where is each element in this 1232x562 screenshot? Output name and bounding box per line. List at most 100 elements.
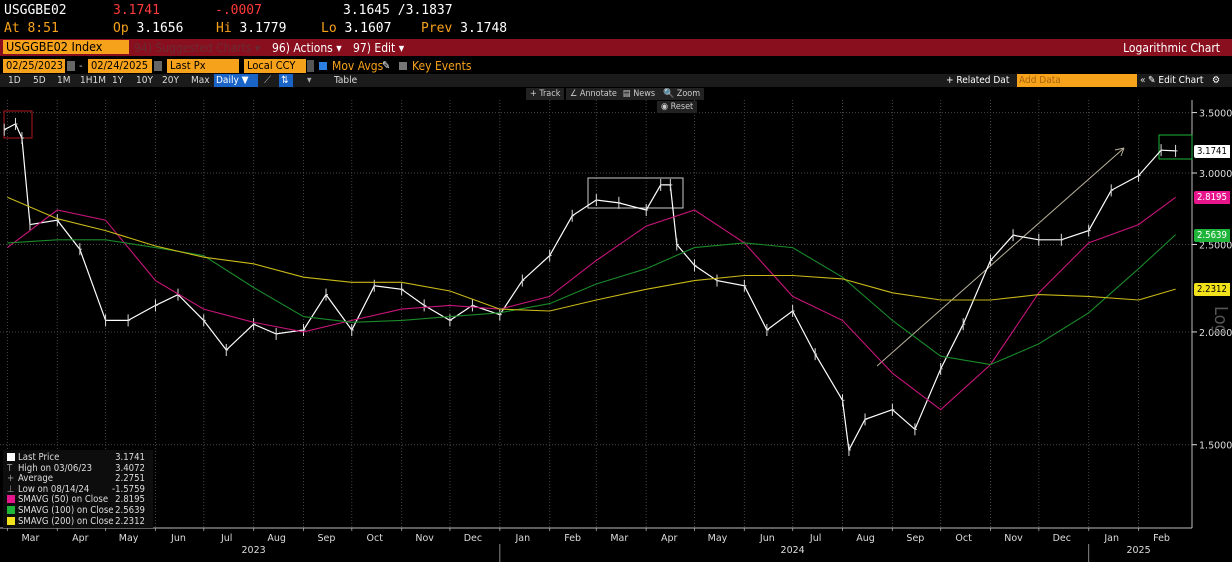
legend-value: 3.1741 (115, 452, 145, 463)
legend-label: Last Price (18, 452, 60, 463)
series-line-last-price (3, 123, 1176, 452)
last-value-tag: 2.2312 (1194, 283, 1230, 297)
x-tick-label: Dec (464, 533, 482, 544)
calendar-icon[interactable] (154, 61, 162, 71)
reset-button[interactable]: ◉ Reset (657, 101, 698, 113)
series-line-smavg-200 (7, 196, 1176, 312)
open-value: 3.1656 (136, 21, 184, 36)
key-events-checkbox[interactable] (399, 62, 407, 70)
legend-marker: T (7, 462, 13, 474)
prev-label: Prev (421, 21, 453, 36)
collapse-icon[interactable]: « (1140, 75, 1146, 86)
legend: Last Price 3.1741 T High on 03/06/23 3.4072… (3, 450, 153, 528)
menu-bar (0, 39, 1232, 56)
price-change: -.0007 (215, 3, 262, 18)
pencil-icon[interactable]: ✎ (382, 59, 391, 72)
currency-select[interactable]: Local CCY (244, 59, 306, 73)
x-tick-label: Jun (759, 533, 775, 544)
start-date-input[interactable]: 02/25/2023 (3, 59, 65, 73)
period-1m[interactable]: 1M (57, 75, 71, 86)
quote-time: At 8:51 (4, 21, 59, 36)
zoom-tool[interactable]: 🔍 Zoom (659, 88, 705, 100)
end-date-input[interactable]: 02/24/2025 (88, 59, 152, 73)
legend-marker (7, 453, 15, 461)
annotate-tool[interactable]: ∠ Annotate (566, 88, 621, 100)
calendar-icon[interactable] (67, 61, 75, 71)
legend-value: 2.2751 (115, 473, 145, 485)
legend-value: 2.5639 (115, 505, 145, 516)
frequency-select[interactable]: Daily ▼ (214, 74, 258, 87)
edit-chart-button[interactable]: ✎ Edit Chart (1148, 75, 1204, 86)
year-label: 2024 (781, 545, 805, 556)
suggested-charts-menu[interactable]: 94) Suggested Charts ▾ (134, 41, 261, 55)
y-tick-label: 2.5000 (1199, 240, 1232, 251)
legend-label: Average (18, 473, 54, 485)
table-button[interactable]: Table (334, 75, 358, 86)
legend-item: SMAVG (200) on Close 2.2312 (7, 515, 149, 527)
high-label: Hi (216, 21, 232, 36)
chart-style-dropdown[interactable]: ▾ (307, 75, 312, 86)
legend-item: T High on 03/06/23 3.4072 (7, 462, 149, 474)
add-data-input[interactable]: Add Data (1017, 74, 1137, 87)
legend-item: SMAVG (50) on Close 2.8195 (7, 495, 149, 505)
ticker: USGGBE02 (4, 3, 67, 18)
last-value-tag: 2.5639 (1194, 228, 1230, 242)
x-tick-label: May (708, 533, 728, 544)
key-events-label[interactable]: Key Events (412, 59, 472, 73)
low-label: Lo (321, 21, 337, 36)
x-tick-label: Jan (514, 533, 530, 544)
x-tick-label: Apr (661, 533, 678, 544)
period-20y[interactable]: 20Y (162, 75, 179, 86)
x-tick-label: Jul (809, 533, 821, 544)
legend-value: -1.5759 (112, 483, 145, 495)
legend-value: 2.8195 (115, 494, 145, 506)
low-price: Lo 3.1607 (321, 21, 391, 36)
news-tool[interactable]: ▤ News (619, 88, 660, 100)
track-tool[interactable]: + Track (526, 88, 565, 100)
x-tick-label: Apr (72, 533, 89, 544)
x-tick-label: Sep (318, 533, 336, 544)
legend-item: + Average 2.2751 (7, 474, 149, 484)
currency-dropdown-icon[interactable] (307, 60, 314, 72)
bid-ask: 3.1645 /3.1837 (343, 3, 453, 18)
mov-avgs-checkbox[interactable] (319, 62, 327, 70)
trend-arrow-head (1114, 147, 1125, 157)
x-tick-label: Jun (170, 533, 186, 544)
series-line-smavg-50 (7, 196, 1176, 411)
low-value: 3.1607 (344, 21, 392, 36)
field-select[interactable]: Last Px (167, 59, 239, 73)
chart-type-title: Logarithmic Chart (1123, 41, 1220, 55)
y-tick-label: 2.0000 (1199, 328, 1232, 339)
related-data-button[interactable]: + Related Dat (946, 75, 1010, 86)
open-price: Op 3.1656 (113, 21, 183, 36)
reset-label: Reset (670, 102, 694, 112)
period-toolbar (0, 74, 1232, 87)
period-1d[interactable]: 1D (8, 75, 21, 86)
x-tick-label: Mar (21, 533, 39, 544)
x-tick-label: Dec (1053, 533, 1071, 544)
x-tick-label: Mar (610, 533, 628, 544)
mov-avgs-label[interactable]: Mov Avgs (332, 59, 384, 73)
period-1y[interactable]: 1Y (112, 75, 124, 86)
legend-label: SMAVG (50) on Close (18, 494, 109, 506)
x-tick-label: Jan (1103, 533, 1119, 544)
period-10y[interactable]: 10Y (136, 75, 153, 86)
y-tick-label: 3.5000 (1199, 109, 1232, 120)
x-tick-label: Nov (415, 533, 434, 544)
actions-menu[interactable]: 96) Actions ▾ (272, 41, 342, 55)
bar-chart-icon[interactable]: ⇅ (279, 74, 293, 87)
gear-icon[interactable]: ⚙ (1212, 75, 1221, 86)
security-field[interactable]: USGGBE02 Index (3, 40, 129, 54)
legend-value: 2.2312 (115, 515, 145, 527)
period-1h1m[interactable]: 1H1M (80, 75, 106, 86)
year-label: 2025 (1126, 545, 1150, 556)
year-label: 2023 (242, 545, 266, 556)
log-scale-label: Log (1209, 306, 1231, 335)
legend-label: SMAVG (200) on Close (18, 515, 114, 527)
edit-menu[interactable]: 97) Edit ▾ (353, 41, 405, 55)
period-max[interactable]: Max (191, 75, 210, 86)
line-chart-icon[interactable]: ⟋ (264, 75, 271, 86)
period-5d[interactable]: 5D (33, 75, 46, 86)
legend-marker (7, 506, 15, 514)
